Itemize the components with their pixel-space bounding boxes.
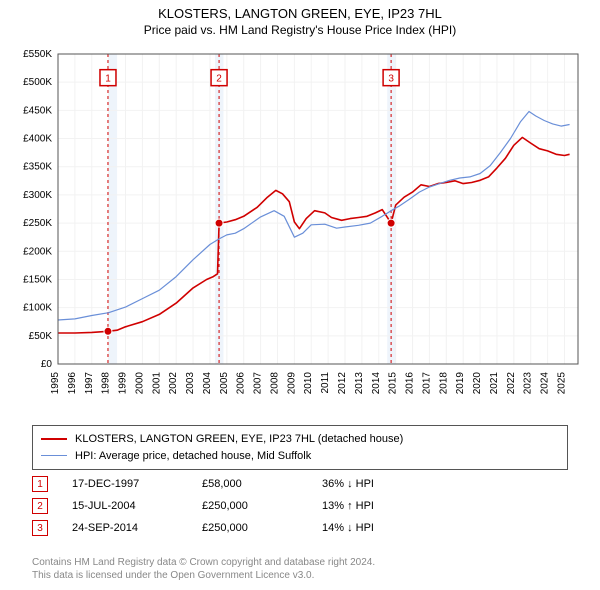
markers-table: 1 17-DEC-1997£58,00036% ↓ HPI 2 15-JUL-2004… (32, 470, 568, 536)
title-line-2: Price paid vs. HM Land Registry's House … (0, 23, 600, 37)
svg-text:£250K: £250K (23, 218, 52, 229)
svg-text:2006: 2006 (236, 372, 247, 395)
title-line-1: KLOSTERS, LANGTON GREEN, EYE, IP23 7HL (0, 6, 600, 21)
footer-line-1: Contains HM Land Registry data © Crown c… (32, 556, 568, 569)
footer: Contains HM Land Registry data © Crown c… (32, 556, 568, 582)
svg-text:2019: 2019 (455, 372, 466, 395)
svg-text:£200K: £200K (23, 246, 52, 257)
marker-delta: 14% ↓ HPI (322, 522, 374, 534)
marker-date: 15-JUL-2004 (72, 500, 202, 512)
marker-delta: 36% ↓ HPI (322, 478, 374, 490)
marker-price: £250,000 (202, 522, 322, 534)
svg-text:2023: 2023 (523, 372, 534, 395)
svg-text:£50K: £50K (29, 331, 53, 342)
marker-row: 3 24-SEP-2014£250,00014% ↓ HPI (32, 520, 568, 536)
svg-text:2004: 2004 (202, 372, 213, 395)
svg-text:2024: 2024 (540, 372, 551, 395)
svg-text:£100K: £100K (23, 303, 52, 314)
legend-label: HPI: Average price, detached house, Mid … (75, 448, 311, 465)
svg-text:1: 1 (105, 74, 111, 85)
svg-text:1998: 1998 (101, 372, 112, 395)
svg-text:2000: 2000 (134, 372, 145, 395)
svg-text:2010: 2010 (303, 372, 314, 395)
marker-row: 2 15-JUL-2004£250,00013% ↑ HPI (32, 498, 568, 514)
svg-text:2017: 2017 (421, 372, 432, 395)
marker-badge: 1 (32, 476, 48, 492)
svg-text:£150K: £150K (23, 274, 52, 285)
marker-date: 24-SEP-2014 (72, 522, 202, 534)
svg-text:1995: 1995 (50, 372, 61, 395)
svg-text:2025: 2025 (556, 372, 567, 395)
legend-row: KLOSTERS, LANGTON GREEN, EYE, IP23 7HL (… (41, 431, 559, 448)
svg-text:2005: 2005 (219, 372, 230, 395)
svg-text:£300K: £300K (23, 190, 52, 201)
svg-text:2012: 2012 (337, 372, 348, 395)
svg-text:2014: 2014 (371, 372, 382, 395)
svg-text:2016: 2016 (405, 372, 416, 395)
svg-text:2007: 2007 (253, 372, 264, 395)
marker-badge: 3 (32, 520, 48, 536)
marker-badge: 2 (32, 498, 48, 514)
svg-text:1996: 1996 (67, 372, 78, 395)
svg-text:£500K: £500K (23, 77, 52, 88)
svg-text:2008: 2008 (269, 372, 280, 395)
chart-svg: £0 £50K £100K £150K £200K £250K £300K £350K £400… (10, 46, 590, 416)
svg-text:£450K: £450K (23, 105, 52, 116)
chart: £0 £50K £100K £150K £200K £250K £300K £350K £400… (10, 46, 590, 416)
svg-text:2022: 2022 (506, 372, 517, 395)
svg-text:2011: 2011 (320, 372, 331, 394)
svg-text:£350K: £350K (23, 162, 52, 173)
marker-date: 17-DEC-1997 (72, 478, 202, 490)
legend-swatch (41, 455, 67, 456)
svg-text:2002: 2002 (168, 372, 179, 395)
chart-container: KLOSTERS, LANGTON GREEN, EYE, IP23 7HL P… (0, 0, 600, 590)
svg-text:2020: 2020 (472, 372, 483, 395)
title-block: KLOSTERS, LANGTON GREEN, EYE, IP23 7HL P… (0, 0, 600, 37)
svg-text:1997: 1997 (84, 372, 95, 395)
legend-label: KLOSTERS, LANGTON GREEN, EYE, IP23 7HL (… (75, 431, 403, 448)
svg-text:2: 2 (216, 74, 222, 85)
svg-text:1999: 1999 (118, 372, 129, 395)
svg-text:2001: 2001 (151, 372, 162, 395)
legend-swatch (41, 438, 67, 440)
legend-row: HPI: Average price, detached house, Mid … (41, 448, 559, 465)
svg-text:£0: £0 (41, 359, 53, 370)
marker-price: £58,000 (202, 478, 322, 490)
svg-text:3: 3 (388, 74, 394, 85)
svg-text:2021: 2021 (489, 372, 500, 395)
svg-text:2003: 2003 (185, 372, 196, 395)
marker-delta: 13% ↑ HPI (322, 500, 374, 512)
svg-text:2018: 2018 (438, 372, 449, 395)
marker-row: 1 17-DEC-1997£58,00036% ↓ HPI (32, 476, 568, 492)
footer-line-2: This data is licensed under the Open Gov… (32, 569, 568, 582)
svg-text:£550K: £550K (23, 49, 52, 60)
svg-text:2009: 2009 (286, 372, 297, 395)
svg-text:2013: 2013 (354, 372, 365, 395)
legend: KLOSTERS, LANGTON GREEN, EYE, IP23 7HL (… (32, 425, 568, 470)
marker-price: £250,000 (202, 500, 322, 512)
svg-text:£400K: £400K (23, 134, 52, 145)
svg-text:2015: 2015 (388, 372, 399, 395)
